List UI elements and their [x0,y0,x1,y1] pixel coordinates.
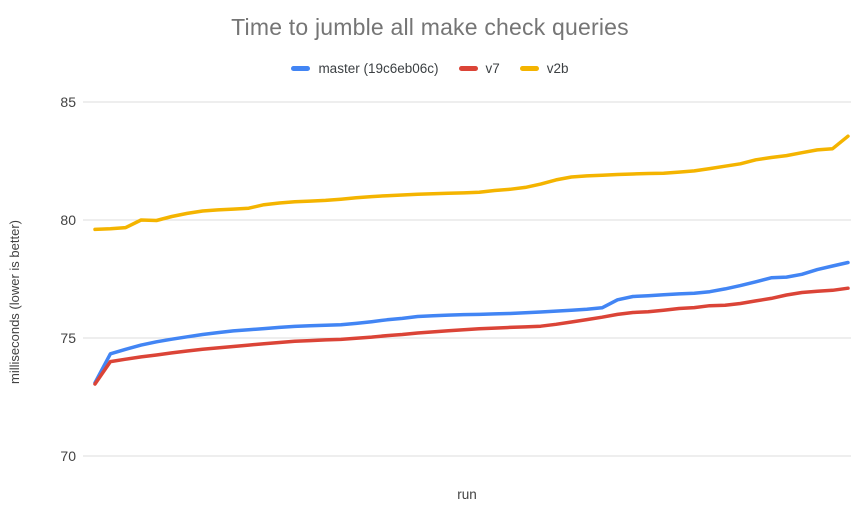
series-line-master-19c6eb06c [93,260,850,385]
y-tick-label-70: 70 [60,448,76,464]
y-axis-title: milliseconds (lower is better) [7,220,22,384]
legend-item-master-19c6eb06c: master (19c6eb06c) [291,61,439,76]
series-line-v7 [93,286,850,386]
legend-label: master (19c6eb06c) [318,61,439,76]
legend-item-v2b: v2b [519,61,569,76]
chart-title: Time to jumble all make check queries [231,14,629,40]
y-tick-label-85: 85 [60,94,76,110]
series-line-v2b [93,134,850,232]
legend-swatch-icon [519,66,539,71]
legend-label: v7 [485,61,500,76]
legend-swatch-icon [458,66,478,71]
y-tick-label-75: 75 [60,330,76,346]
legend-item-v7: v7 [458,61,500,76]
y-tick-label-80: 80 [60,212,76,228]
x-axis-title: run [457,487,477,502]
legend-label: v2b [546,61,569,76]
legend-swatch-icon [291,66,311,71]
legend: master (19c6eb06c) v7 v2b [0,61,860,76]
